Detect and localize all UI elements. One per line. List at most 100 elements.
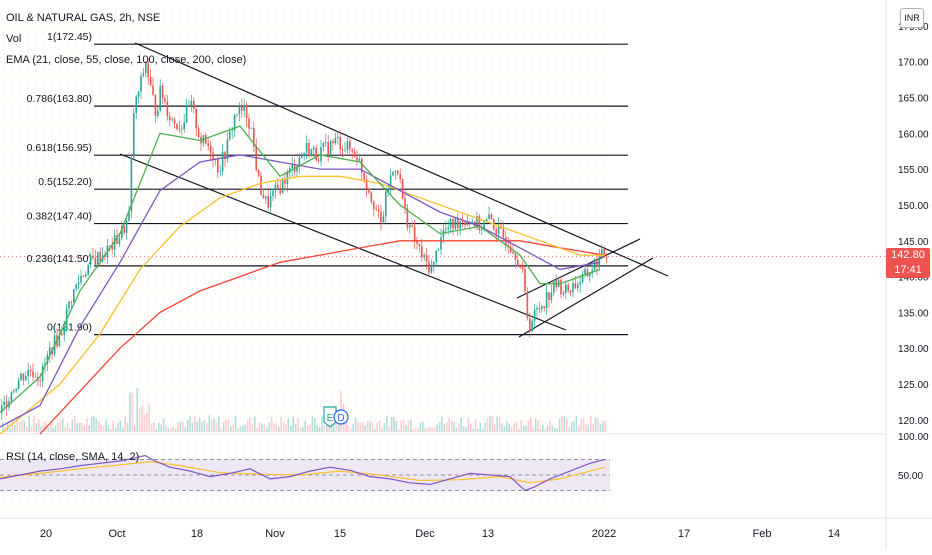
volume-bar [131, 392, 134, 432]
candle-body [140, 75, 142, 92]
volume-bar [268, 422, 270, 432]
candle-body [351, 149, 353, 152]
candle-body [382, 216, 385, 223]
candle-body [166, 101, 169, 117]
volume-bar [110, 428, 112, 432]
price-axis: 175.00170.00165.00160.00155.00150.00145.… [898, 22, 929, 427]
time-tick-label: Dec [415, 528, 435, 540]
volume-bar [232, 424, 234, 432]
volume-bar [551, 425, 554, 432]
candle-body [449, 219, 452, 228]
volume-bar [52, 427, 54, 432]
candle-body [77, 282, 80, 285]
price-tick-label: 170.00 [898, 58, 929, 69]
candle-body [82, 276, 85, 277]
volume-bars [2, 388, 606, 432]
candle-body [49, 347, 51, 355]
candle-body [375, 209, 377, 210]
volume-bar [539, 428, 542, 432]
volume-bar [57, 422, 59, 432]
volume-bar [390, 417, 393, 432]
candle-body [137, 91, 140, 97]
event-marker-e: E [323, 406, 337, 428]
volume-bar [376, 422, 378, 432]
candle-body [397, 170, 399, 175]
volume-bar [90, 416, 93, 432]
candle-body [392, 172, 394, 176]
candle-body [579, 282, 581, 285]
candle-body [128, 211, 130, 221]
candle-body [358, 158, 361, 161]
candle-body [80, 276, 82, 283]
candle-body [173, 119, 176, 124]
currency-badge[interactable]: INR [900, 8, 924, 28]
volume-bar [297, 417, 299, 432]
current-price-value: 142.80 [891, 249, 925, 261]
candle-body [569, 290, 572, 293]
volume-bar [225, 419, 227, 432]
time-tick-label: Oct [108, 528, 125, 540]
candle-body [430, 266, 433, 273]
session-grid [3, 8, 605, 514]
volume-bar [558, 419, 561, 432]
candle-body [10, 392, 13, 402]
volume-bar [460, 418, 462, 432]
volume-bar [525, 425, 527, 432]
candle-body [205, 135, 207, 144]
volume-bar [290, 425, 292, 432]
volume-bar [194, 416, 196, 432]
candle-body [217, 158, 219, 173]
event-marker-letter: E [327, 413, 334, 424]
price-tick-label: 135.00 [898, 308, 929, 319]
volume-bar [11, 420, 14, 432]
volume-bar [357, 421, 359, 432]
volume-bar [201, 421, 203, 432]
volume-bar [424, 427, 426, 432]
volume-bar [422, 421, 424, 432]
volume-bar [326, 421, 328, 432]
candle-body [176, 123, 178, 130]
candle-body [73, 288, 75, 303]
volume-bar [213, 418, 215, 432]
volume-bar [16, 419, 18, 432]
volume-bar [465, 427, 467, 432]
candle-body [296, 166, 298, 172]
candle-body [3, 401, 5, 406]
volume-bar [9, 427, 11, 432]
volume-bar [88, 425, 90, 432]
candle-body [404, 198, 406, 209]
volume-bar [513, 423, 515, 432]
volume-bar [590, 415, 592, 432]
candle-body [584, 269, 586, 275]
volume-bar [448, 418, 450, 432]
candle-body [550, 292, 553, 300]
fib-level-label: 0.236(141.50) [27, 253, 92, 265]
candle-body [373, 201, 375, 210]
volume-bar [434, 427, 436, 432]
volume-bar [107, 425, 110, 432]
candle-body [85, 274, 87, 277]
rsi-tick-label: 50.00 [898, 471, 923, 482]
volume-bar [256, 427, 258, 432]
bar-countdown: 17:41 [894, 264, 922, 276]
candle-body [277, 184, 279, 188]
volume-bar [554, 427, 556, 432]
candle-body [406, 208, 409, 228]
candle-body [262, 194, 265, 199]
volume-bar [518, 428, 520, 432]
candle-body [248, 118, 250, 129]
candle-body [387, 189, 389, 192]
candle-body [572, 283, 574, 293]
trend-line [518, 257, 654, 338]
volume-bar [453, 422, 455, 432]
volume-bar [74, 415, 76, 432]
volume-bar [410, 419, 412, 432]
volume-bar [208, 415, 210, 432]
volume-bar [184, 427, 186, 432]
candle-body [221, 151, 224, 172]
volume-bar [35, 423, 38, 432]
volume-bar [441, 416, 443, 432]
volume-bar [354, 417, 357, 432]
